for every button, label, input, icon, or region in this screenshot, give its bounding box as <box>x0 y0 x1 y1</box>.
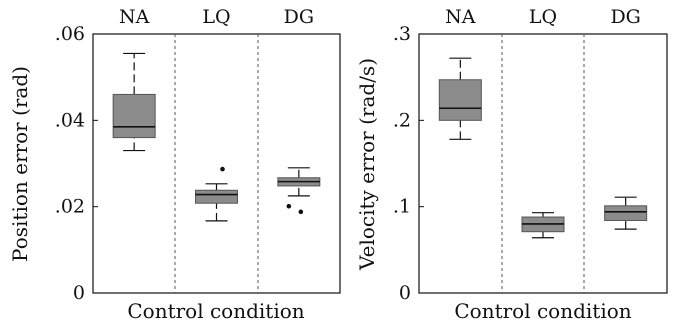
position-error-y-tick-label: .04 <box>55 109 85 131</box>
velocity-error-lq-box <box>521 212 565 239</box>
position-error-plot-frame <box>92 33 341 294</box>
velocity-error-y-tick-label: .3 <box>393 23 411 45</box>
position-error-condition-label-dg: DG <box>284 6 314 28</box>
velocity-error-condition-labels: NA LQ DG <box>445 6 641 28</box>
velocity-error-condition-label-na: NA <box>445 6 476 28</box>
position-error-y-tick-label: .02 <box>55 196 85 218</box>
velocity-error-na-iqr-box <box>438 79 482 121</box>
velocity-error-dg-iqr-box <box>604 205 648 221</box>
position-error-na-box <box>112 52 156 152</box>
velocity-error-x-axis-title: Control condition <box>454 299 631 323</box>
position-error-condition-labels: NA LQ DG <box>119 6 314 28</box>
position-error-dg-outlier-point <box>298 209 304 215</box>
velocity-error-condition-label-dg: DG <box>610 6 640 28</box>
velocity-error-plot-frame <box>418 33 668 294</box>
velocity-error-panel: 0 .1 .2 .3 NA LQ DG Control condition Velocit… <box>355 6 668 323</box>
velocity-error-y-axis-title: Velocity error (rad/s) <box>355 58 379 271</box>
velocity-error-na-box <box>438 57 482 140</box>
velocity-error-y-tick-label: .1 <box>393 196 411 218</box>
position-error-lq-outlier-point <box>220 166 225 172</box>
position-error-panel: 0 .02 .04 .06 NA LQ DG Control condition Posi… <box>8 6 341 323</box>
velocity-error-y-ticks: 0 .1 .2 .3 <box>393 23 424 304</box>
position-error-lq-iqr-box <box>195 189 238 204</box>
position-error-lq-box <box>195 166 238 222</box>
velocity-error-y-tick-label: 0 <box>399 282 411 304</box>
velocity-error-dg-box <box>604 196 648 230</box>
position-error-x-axis-title: Control condition <box>127 299 304 323</box>
position-error-dg-outlier-point <box>286 203 292 209</box>
position-error-condition-label-lq: LQ <box>202 6 230 28</box>
position-error-y-tick-label: 0 <box>73 282 85 304</box>
velocity-error-condition-label-lq: LQ <box>529 6 557 28</box>
position-error-boxes <box>112 52 321 222</box>
position-error-y-ticks: 0 .02 .04 .06 <box>55 23 98 304</box>
position-error-y-axis-title: Position error (rad) <box>8 66 32 262</box>
position-error-dg-box <box>277 167 321 215</box>
position-error-condition-label-na: NA <box>119 6 150 28</box>
velocity-error-boxes <box>438 57 648 239</box>
velocity-error-y-tick-label: .2 <box>393 109 411 131</box>
position-error-y-tick-label: .06 <box>55 23 85 45</box>
position-error-na-iqr-box <box>112 93 156 139</box>
